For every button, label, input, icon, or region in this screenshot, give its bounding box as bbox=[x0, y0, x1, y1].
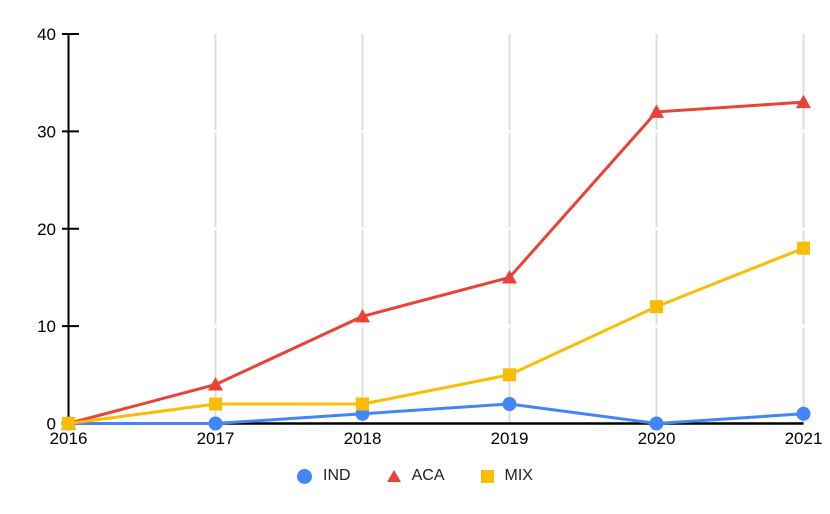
y-axis-tick-label: 30 bbox=[37, 122, 56, 141]
data-point-ind bbox=[208, 416, 223, 431]
data-point-mix bbox=[209, 397, 222, 411]
data-point-mix bbox=[503, 368, 516, 382]
data-point-aca bbox=[649, 104, 664, 118]
series-line-mix bbox=[67, 246, 805, 425]
y-axis-tick-label: 20 bbox=[37, 220, 56, 239]
legend-label-ind: IND bbox=[323, 467, 351, 484]
y-axis-tick-label: 10 bbox=[37, 317, 56, 336]
x-axis-tick-label: 2020 bbox=[638, 429, 676, 448]
data-point-aca bbox=[796, 94, 811, 109]
legend-item-aca: ACA bbox=[386, 467, 445, 485]
legend-item-mix: MIX bbox=[480, 467, 533, 485]
legend-square-swatch-mix bbox=[480, 469, 494, 483]
y-axis-tick-label: 40 bbox=[37, 25, 56, 44]
x-axis-tick-label: 2016 bbox=[50, 429, 88, 448]
series-line-ind bbox=[67, 402, 805, 425]
legend-item-ind: IND bbox=[297, 467, 351, 485]
series-line-aca bbox=[67, 100, 805, 425]
data-point-ind bbox=[796, 406, 811, 421]
x-axis-tick-label: 2017 bbox=[197, 429, 235, 448]
data-point-mix bbox=[356, 397, 369, 411]
data-point-ind bbox=[649, 416, 664, 431]
legend-label-aca: ACA bbox=[411, 467, 445, 484]
data-point-mix bbox=[797, 241, 810, 255]
x-axis-tick-label: 2021 bbox=[785, 429, 823, 448]
legend-triangle-swatch-aca bbox=[386, 470, 401, 482]
data-point-mix bbox=[650, 300, 663, 314]
x-axis-tick-label: 2019 bbox=[491, 429, 529, 448]
data-point-mix bbox=[62, 417, 75, 430]
line-chart-plot: 0 10 20 30 40 2016 2017 2018 2019 2020 2021 bbox=[37, 25, 823, 448]
chart-legend: IND ACA MIX bbox=[0, 460, 830, 492]
y-axis-tick-label: 0 bbox=[47, 415, 56, 434]
legend-label-mix: MIX bbox=[504, 467, 533, 484]
data-point-aca bbox=[208, 377, 223, 391]
data-point-aca bbox=[355, 308, 370, 323]
data-point-aca bbox=[502, 269, 517, 284]
legend-circle-swatch-ind bbox=[297, 468, 313, 484]
data-point-ind bbox=[502, 397, 517, 412]
x-axis-tick-label: 2018 bbox=[344, 429, 382, 448]
